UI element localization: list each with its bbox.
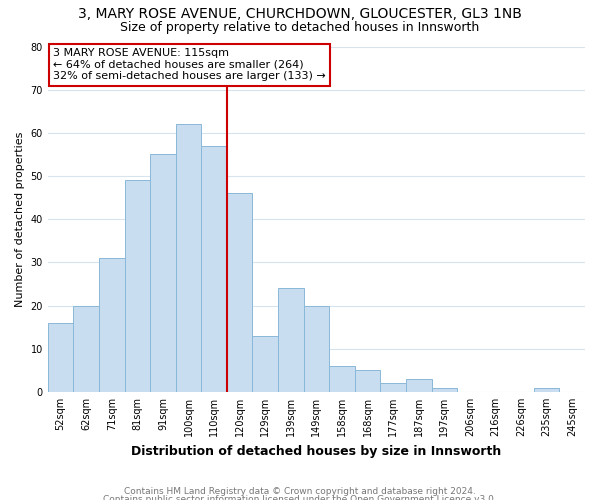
Bar: [99, 258, 125, 392]
Text: 3, MARY ROSE AVENUE, CHURCHDOWN, GLOUCESTER, GL3 1NB: 3, MARY ROSE AVENUE, CHURCHDOWN, GLOUCES…: [78, 8, 522, 22]
Bar: [534, 388, 559, 392]
X-axis label: Distribution of detached houses by size in Innsworth: Distribution of detached houses by size …: [131, 444, 502, 458]
Bar: [329, 366, 355, 392]
Bar: [431, 388, 457, 392]
Bar: [201, 146, 227, 392]
Text: 3 MARY ROSE AVENUE: 115sqm
← 64% of detached houses are smaller (264)
32% of sem: 3 MARY ROSE AVENUE: 115sqm ← 64% of deta…: [53, 48, 326, 82]
Bar: [176, 124, 201, 392]
Bar: [380, 384, 406, 392]
Bar: [278, 288, 304, 392]
Y-axis label: Number of detached properties: Number of detached properties: [15, 132, 25, 307]
Bar: [253, 336, 278, 392]
Bar: [125, 180, 150, 392]
Bar: [150, 154, 176, 392]
Bar: [355, 370, 380, 392]
Text: Size of property relative to detached houses in Innsworth: Size of property relative to detached ho…: [121, 22, 479, 35]
Bar: [73, 306, 99, 392]
Bar: [227, 194, 253, 392]
Bar: [304, 306, 329, 392]
Bar: [406, 379, 431, 392]
Text: Contains HM Land Registry data © Crown copyright and database right 2024.: Contains HM Land Registry data © Crown c…: [124, 488, 476, 496]
Text: Contains public sector information licensed under the Open Government Licence v3: Contains public sector information licen…: [103, 495, 497, 500]
Bar: [48, 323, 73, 392]
